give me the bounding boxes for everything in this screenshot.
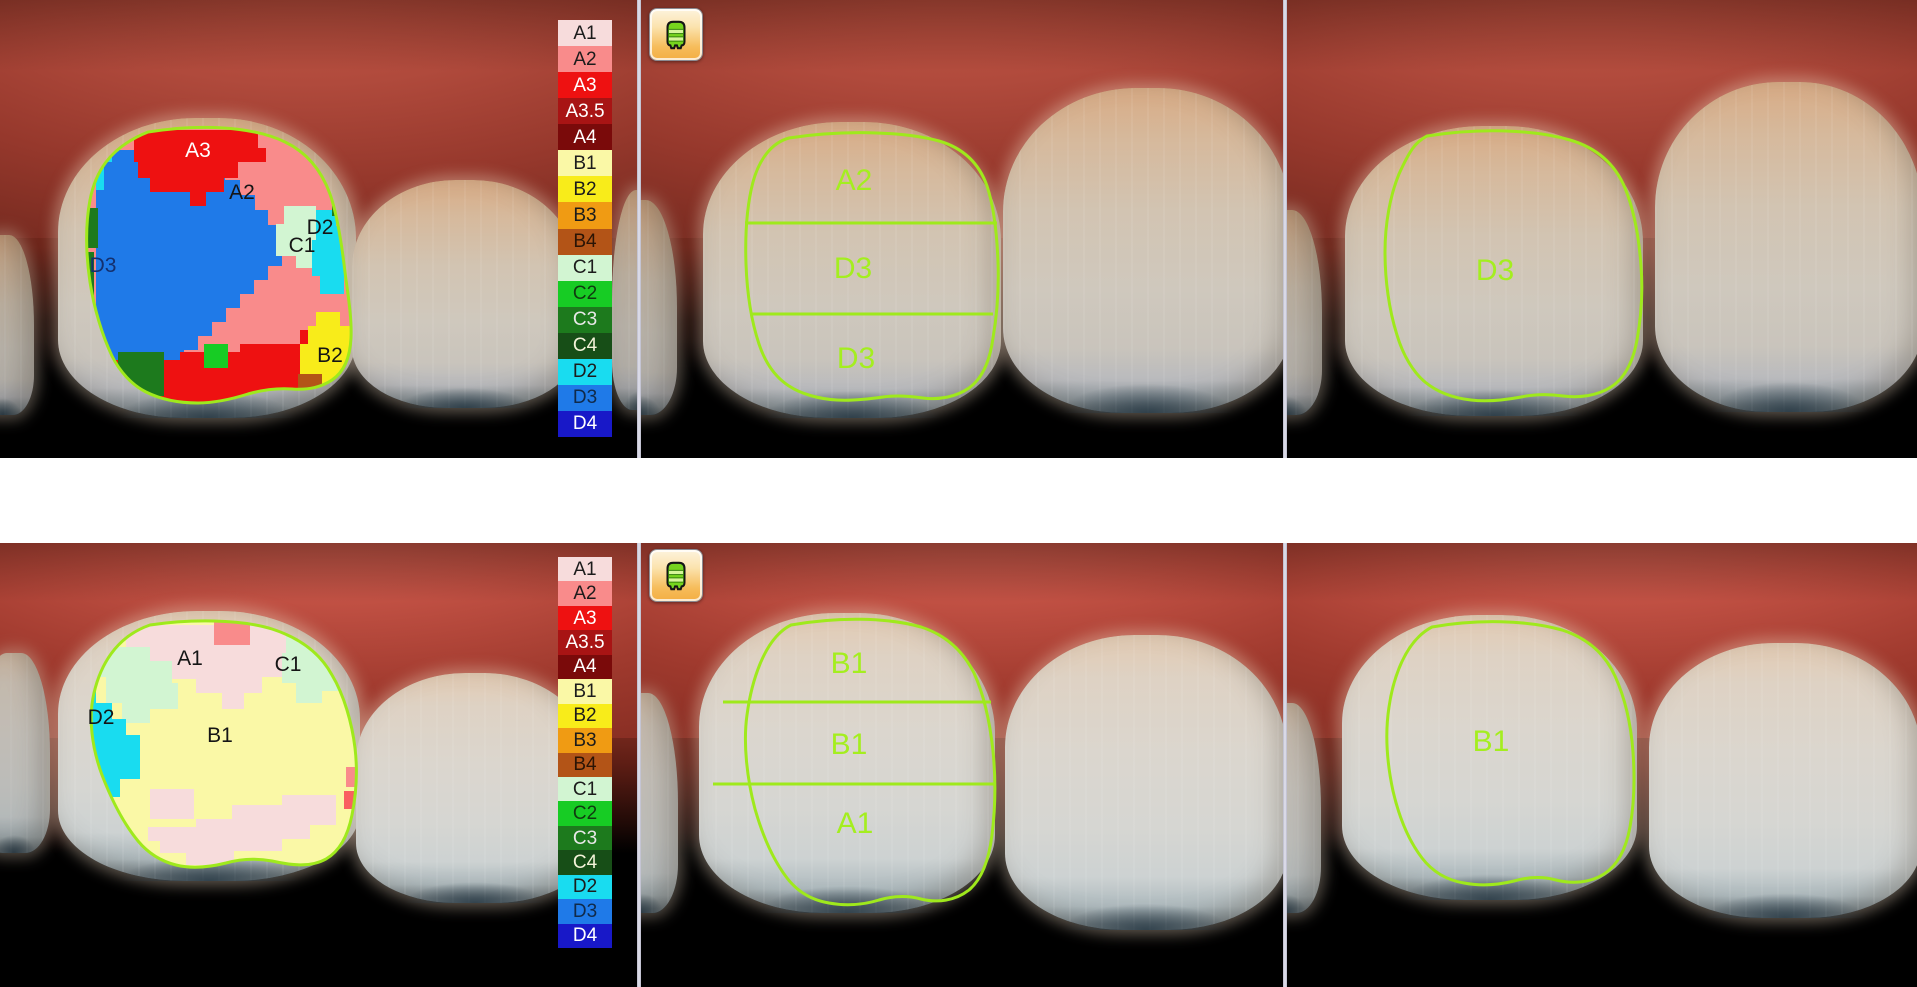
panel-zone-shades-top[interactable]: A2 D3 D3 <box>641 0 1283 458</box>
shade-map-overlay: A1 C1 D2 B1 <box>88 619 358 869</box>
legend-row-C2: C2 <box>558 801 612 826</box>
panel-divider <box>1283 0 1287 458</box>
tooth-photo-center <box>1342 615 1637 900</box>
legend-row-C2: C2 <box>558 280 612 307</box>
legend-row-A3: A3 <box>558 72 612 99</box>
legend-row-A1: A1 <box>558 20 612 47</box>
tooth-outline <box>744 131 1000 402</box>
panel-divider <box>637 0 641 458</box>
legend-row-C3: C3 <box>558 306 612 333</box>
zone-shade-label: A2 <box>836 164 873 197</box>
tooth-photo-center <box>703 122 1001 418</box>
tooth-photo-left-sliver <box>641 200 677 415</box>
shade-map-labels: A3 A2 D2 C1 D3 B2 <box>90 139 343 367</box>
panel-shade-map-top[interactable]: A3 A2 D2 C1 D3 B2 A1 A2 A3 A3.5 A4 B1 B2 B3 B4 C1… <box>0 0 637 458</box>
legend-row-C3: C3 <box>558 825 612 851</box>
zone-overlay: A2 D3 D3 <box>744 131 1000 402</box>
tooth-photo-left-sliver <box>0 653 50 853</box>
zone-shade-label: D3 <box>834 252 872 285</box>
legend-row-D3: D3 <box>558 899 612 924</box>
tooth-outline <box>1383 129 1644 403</box>
tooth-photo-left-sliver <box>1287 210 1322 415</box>
overall-overlay: B1 <box>1385 620 1636 887</box>
legend-row-B3: B3 <box>558 728 612 753</box>
legend-row-D3: D3 <box>558 384 612 411</box>
panel-overall-shade-bottom[interactable]: B1 <box>1287 543 1917 987</box>
legend-row-A4: A4 <box>558 124 612 151</box>
analysis-row-bottom: A1 C1 D2 B1 A1 A2 A3 A3.5 A4 B1 B2 B3 B4 C1 C2 C3 C4… <box>0 543 1917 987</box>
overall-shade-label: D3 <box>1476 254 1514 287</box>
shade-map-label: B2 <box>317 344 343 367</box>
panel-divider <box>637 543 641 987</box>
shade-map-label: D2 <box>88 706 115 729</box>
tooth-photo-neighbor <box>1649 643 1917 918</box>
overall-overlay: D3 <box>1383 129 1644 403</box>
tooth-zones-button[interactable] <box>649 8 703 61</box>
tooth-outline <box>89 619 358 869</box>
tooth-photo-neighbor <box>1003 88 1283 413</box>
shade-map-label: A2 <box>229 181 255 204</box>
zone-shade-label: B1 <box>831 647 868 680</box>
shade-map-label: A1 <box>177 647 203 670</box>
shade-legend: A1 A2 A3 A3.5 A4 B1 B2 B3 B4 C1 C2 C3 C4 D2 D3 D4 <box>558 20 612 437</box>
legend-row-B4: B4 <box>558 228 612 255</box>
legend-row-B2: B2 <box>558 703 612 729</box>
legend-row-A2: A2 <box>558 46 612 73</box>
legend-row-B2: B2 <box>558 176 612 203</box>
tooth-photo-neighbor <box>1005 635 1283 930</box>
shade-map-label: D2 <box>307 216 334 239</box>
legend-row-B1: B1 <box>558 150 612 177</box>
shade-map-regions <box>91 620 357 868</box>
legend-row-D4: D4 <box>558 410 612 437</box>
overall-shade-label: B1 <box>1473 725 1510 758</box>
legend-row-A1: A1 <box>558 557 612 582</box>
tooth-photo-neighbor <box>1655 82 1917 412</box>
tooth-photo-center <box>699 613 995 913</box>
tooth-zones-button[interactable] <box>649 549 703 602</box>
tooth-outline <box>743 617 997 907</box>
legend-row-B3: B3 <box>558 202 612 229</box>
legend-row-A3.5: A3.5 <box>558 630 612 655</box>
legend-row-D2: D2 <box>558 358 612 385</box>
legend-row-D2: D2 <box>558 874 612 900</box>
zone-overlay: B1 B1 A1 <box>713 617 997 907</box>
panel-overall-shade-top[interactable]: D3 <box>1287 0 1917 458</box>
tooth-zones-icon <box>666 20 686 49</box>
legend-row-D4: D4 <box>558 923 612 948</box>
panel-shade-map-bottom[interactable]: A1 C1 D2 B1 A1 A2 A3 A3.5 A4 B1 B2 B3 B4 C1 C2 C3 C4… <box>0 543 637 987</box>
tooth-photo-neighbor <box>356 673 594 903</box>
legend-row-A3: A3 <box>558 605 612 631</box>
shade-map-labels: A1 C1 D2 B1 <box>88 647 302 747</box>
legend-row-C4: C4 <box>558 332 612 359</box>
shade-map-regions <box>86 127 352 403</box>
panel-zone-shades-bottom[interactable]: B1 B1 A1 <box>641 543 1283 987</box>
tooth-zones-icon <box>666 561 686 590</box>
legend-row-C1: C1 <box>558 254 612 281</box>
tooth-photo-left-sliver <box>1287 703 1321 913</box>
panel-divider <box>1283 543 1287 987</box>
shade-map-label: D3 <box>90 254 117 277</box>
tooth-outline <box>85 125 353 405</box>
tooth-photo-center <box>1345 126 1643 416</box>
tooth-outline <box>1385 620 1636 887</box>
shade-legend: A1 A2 A3 A3.5 A4 B1 B2 B3 B4 C1 C2 C3 C4 D2 D3 D4 <box>558 557 612 948</box>
legend-row-A2: A2 <box>558 581 612 606</box>
legend-row-C1: C1 <box>558 776 612 802</box>
zone-shade-label: A1 <box>837 807 874 840</box>
legend-row-B1: B1 <box>558 679 612 704</box>
tooth-photo-neighbor <box>352 180 577 409</box>
legend-row-A4: A4 <box>558 654 612 680</box>
shade-map-label: C1 <box>289 234 316 257</box>
shade-map-label: C1 <box>275 653 302 676</box>
zone-shade-label: D3 <box>837 342 875 375</box>
analysis-row-top: A3 A2 D2 C1 D3 B2 A1 A2 A3 A3.5 A4 B1 B2 B3 B4 C1… <box>0 0 1917 458</box>
zone-shade-label: B1 <box>831 728 868 761</box>
legend-row-A3.5: A3.5 <box>558 98 612 125</box>
shade-map-label: A3 <box>185 139 211 162</box>
legend-row-C4: C4 <box>558 850 612 875</box>
shade-map-label: B1 <box>207 724 233 747</box>
legend-row-B4: B4 <box>558 752 612 777</box>
shade-map-overlay: A3 A2 D2 C1 D3 B2 <box>85 125 353 405</box>
